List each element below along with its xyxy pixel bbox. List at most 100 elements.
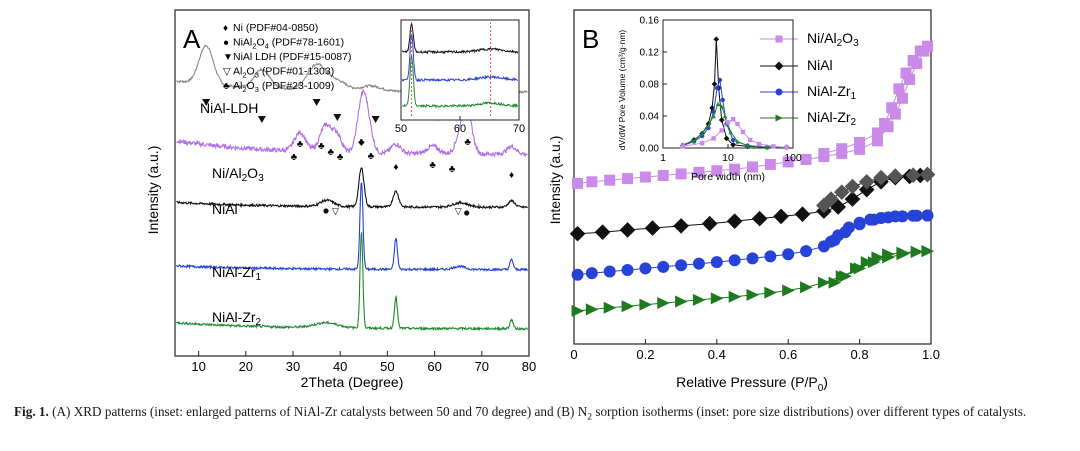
triangle-marker <box>699 131 705 136</box>
triangle-marker <box>722 113 728 119</box>
diamond-marker <box>773 208 789 225</box>
square-marker <box>914 45 926 57</box>
panel-b-xtick-label: 0.6 <box>779 347 797 362</box>
panel-b-inset-axes: 1 10 100 0.00 0.04 0.08 0.12 0.16 <box>640 16 802 165</box>
al2o3-club-marker: ♣ <box>318 141 325 152</box>
ni-diamond-marker: ♦ <box>359 138 364 149</box>
square-marker <box>893 83 905 95</box>
square-marker <box>735 121 740 127</box>
panel-a-series-label: NiAl-LDH <box>200 100 258 116</box>
triangle-marker <box>882 248 895 261</box>
ldh-triangle-marker <box>257 116 266 123</box>
diamond-marker <box>794 206 811 223</box>
panel-a-legend: ♦ Ni (PDF#04-0850)● NiAl2O4 (PDF#78-1601)▼… <box>223 22 351 94</box>
panel-a-peak-markers: ♣♣ ♣♣ ♣♣♣♣ ♣♣♦♦♦▽ ▽ <box>202 99 514 216</box>
triangle-marker <box>921 245 935 258</box>
panel-a-xtick-label: 10 <box>191 359 205 374</box>
triangle-marker <box>728 129 733 135</box>
panel-a-legend-entry-part: 4 <box>265 42 269 51</box>
square-marker <box>771 144 776 149</box>
panel-b-series-nial-zr2 <box>571 245 935 317</box>
square-marker <box>784 145 789 150</box>
circle-marker <box>875 212 888 224</box>
al2o3-open-triangle-marker: ▽ <box>332 206 339 216</box>
panel-a-inset-xtick-label: 70 <box>513 123 525 135</box>
ldh-triangle-marker <box>333 114 342 121</box>
ldh-triangle-marker <box>202 99 211 106</box>
panel-a-series-label: NiAl-Zr2 <box>212 309 262 328</box>
circle-marker <box>710 256 723 269</box>
panel-a-xrd: A 10 20 30 40 50 60 70 80 2Theta (Degree) Inten… <box>145 9 536 390</box>
panel-a-legend-entry-part: NiAl LDH <box>233 51 276 63</box>
circle-marker <box>800 245 813 258</box>
diamond-marker <box>844 178 861 195</box>
psd-line <box>682 39 787 148</box>
panel-a-legend-symbol: ♣ <box>223 81 230 92</box>
ldh-triangle-marker <box>312 99 321 106</box>
panel-a-inset-xtick-label: 50 <box>395 123 407 135</box>
circle-marker <box>825 235 838 248</box>
panel-b-inset-series <box>679 36 790 151</box>
panel-b-ylabel: Intensity (a.u.) <box>547 136 563 225</box>
panel-a-ylabel: Intensity (a.u.) <box>145 146 161 235</box>
triangle-marker <box>728 290 742 303</box>
panel-b-legend-label: NiAl <box>807 57 833 73</box>
triangle-marker <box>746 288 760 301</box>
panel-a-inset-x-axis: 50 60 70 <box>395 116 525 135</box>
panel-a-series-label-part: 2 <box>256 317 262 328</box>
panel-a-xtick-label: 20 <box>239 359 253 374</box>
al2o3-club-marker: ♣ <box>368 151 375 162</box>
nial2o4-dot-marker <box>323 208 329 214</box>
circle-marker <box>842 221 855 234</box>
square-marker <box>756 141 762 147</box>
square-marker <box>900 67 912 79</box>
diamond-marker <box>726 213 743 229</box>
panel-b-inset: 1 10 100 0.00 0.04 0.08 0.12 0.16 Pore width (n… <box>617 16 802 184</box>
square-marker <box>699 141 705 146</box>
circle-marker <box>730 137 736 143</box>
square-marker <box>800 153 812 165</box>
triangle-marker <box>585 303 599 316</box>
panel-a-series-label-part: Ni/Al <box>212 165 242 181</box>
panel-a-legend-entry: Ni (PDF#04-0850) <box>233 22 318 34</box>
triangle-marker <box>828 276 842 289</box>
panel-a-curve-nial-zr2 <box>176 232 529 332</box>
triangle-marker <box>817 276 831 289</box>
caption-text-1: (A) XRD patterns (inset: enlarged patter… <box>52 404 588 419</box>
panel-a-inset-curve <box>402 55 519 109</box>
al2o3-club-marker: ♣ <box>297 139 304 150</box>
panel-a-legend-entry: Al2O3 (PDF#23-1009) <box>233 80 334 94</box>
panel-a-legend-entry-part: 2 <box>242 71 246 80</box>
circle-marker <box>639 262 652 275</box>
panel-b-inset-xlabel: Pore width (nm) <box>691 171 765 183</box>
al2o3-club-marker: ♣ <box>449 164 456 175</box>
panel-a-xtick-label: 40 <box>333 359 347 374</box>
triangle-marker <box>571 304 585 317</box>
panel-a-legend-entry-part: (PDF#15-0087) <box>276 51 351 63</box>
panel-b-legend-label-part: 1 <box>851 91 857 102</box>
square-marker <box>572 177 584 189</box>
panel-a-xtick-label: 70 <box>475 359 489 374</box>
square-marker <box>657 169 669 181</box>
al2o3-club-marker: ♣ <box>291 152 298 163</box>
panel-b-inset-series-nial <box>679 36 790 151</box>
panel-a-legend-entry-part: Ni <box>233 22 243 34</box>
ni-diamond-marker: ♦ <box>393 162 398 173</box>
square-marker <box>871 127 883 139</box>
triangle-marker <box>871 251 885 264</box>
triangle-marker <box>692 293 706 306</box>
caption-fig-label: Fig. 1. <box>14 404 49 419</box>
panel-a-legend-entry-part: (PDF#78-1601) <box>269 37 344 49</box>
panel-b-legend-label-part: O <box>842 30 853 46</box>
triangle-marker <box>706 123 711 128</box>
diamond-marker <box>713 36 720 43</box>
panel-b-inset-ytick-label: 0.16 <box>640 16 660 27</box>
ni-diamond-marker: ♦ <box>509 170 514 181</box>
diamond-marker <box>844 191 861 207</box>
al2o3-club-marker: ♣ <box>327 147 334 158</box>
panel-a-xtick-label: 30 <box>286 359 300 374</box>
panel-b-legend-label: NiAl-Zr1 <box>807 83 857 102</box>
triangle-marker <box>691 138 697 143</box>
square-marker <box>604 174 616 186</box>
